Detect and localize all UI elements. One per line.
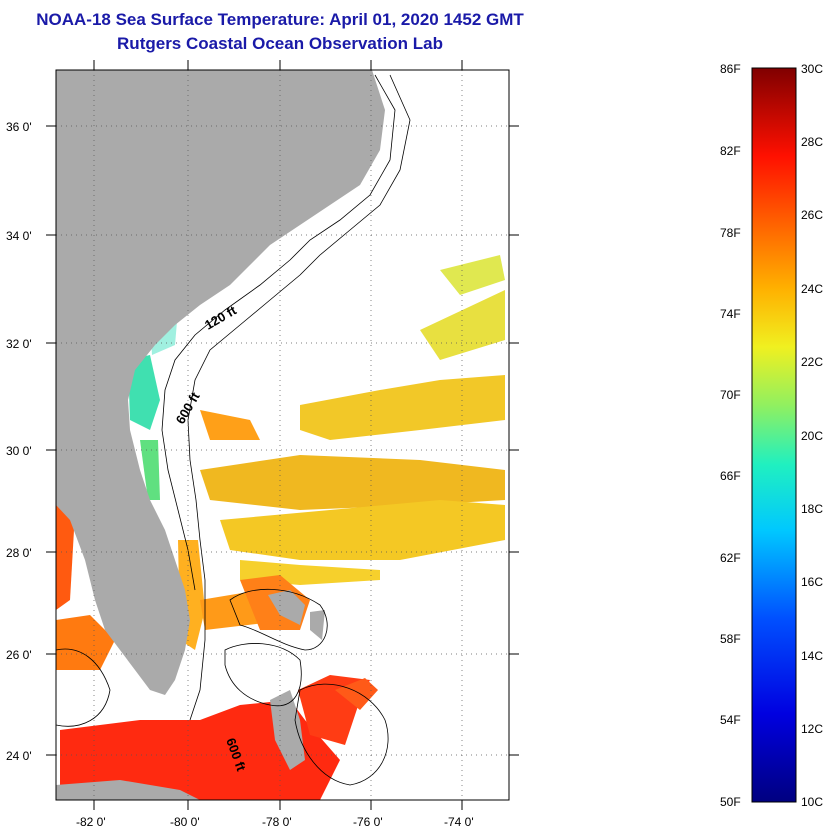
- colorbar-c-label: 28C: [801, 135, 823, 149]
- colorbar-c-label: 26C: [801, 208, 823, 222]
- axis-ticks: [46, 60, 519, 810]
- lat-label: 26 0': [6, 648, 32, 662]
- colorbar: [751, 67, 797, 803]
- colorbar-f-label: 70F: [720, 388, 741, 402]
- colorbar-c-label: 20C: [801, 429, 823, 443]
- colorbar-c-label: 18C: [801, 502, 823, 516]
- map-frame: [55, 69, 510, 801]
- lat-label: 24 0': [6, 749, 32, 763]
- lat-label: 28 0': [6, 546, 32, 560]
- lat-labels: 36 0' 34 0' 32 0' 30 0' 28 0' 26 0' 24 0…: [6, 120, 32, 763]
- colorbar-f-label: 62F: [720, 551, 741, 565]
- colorbar-f-label: 82F: [720, 144, 741, 158]
- lon-label: -82 0': [76, 815, 106, 829]
- colorbar-f-label: 86F: [720, 62, 741, 76]
- colorbar-f-label: 66F: [720, 469, 741, 483]
- lat-label: 34 0': [6, 229, 32, 243]
- map-title: NOAA-18 Sea Surface Temperature: April 0…: [36, 10, 524, 29]
- lon-label: -74 0': [444, 815, 474, 829]
- colorbar-f-label: 78F: [720, 226, 741, 240]
- colorbar-c-label: 24C: [801, 282, 823, 296]
- lat-label: 30 0': [6, 444, 32, 458]
- lon-label: -78 0': [262, 815, 292, 829]
- sst-patches: [56, 255, 505, 800]
- colorbar-c-label: 22C: [801, 355, 823, 369]
- lon-label: -80 0': [170, 815, 200, 829]
- colorbar-f-labels: 86F 82F 78F 74F 70F 66F 62F 58F 54F 50F: [720, 62, 741, 809]
- lat-label: 36 0': [6, 120, 32, 134]
- colorbar-f-label: 58F: [720, 632, 741, 646]
- colorbar-c-label: 10C: [801, 795, 823, 809]
- colorbar-f-label: 74F: [720, 307, 741, 321]
- colorbar-c-label: 14C: [801, 649, 823, 663]
- colorbar-c-label: 30C: [801, 62, 823, 76]
- colorbar-f-label: 50F: [720, 795, 741, 809]
- land-mass: [56, 70, 385, 800]
- colorbar-c-label: 16C: [801, 575, 823, 589]
- bathymetry-contours: [55, 74, 411, 786]
- colorbar-c-labels: 30C 28C 26C 24C 22C 20C 18C 16C 14C 12C …: [801, 62, 823, 809]
- lon-labels: -82 0' -80 0' -78 0' -76 0' -74 0': [76, 815, 474, 829]
- lon-label: -76 0': [353, 815, 383, 829]
- colorbar-c-label: 12C: [801, 722, 823, 736]
- lat-label: 32 0': [6, 337, 32, 351]
- map-subtitle: Rutgers Coastal Ocean Observation Lab: [117, 34, 443, 53]
- colorbar-f-label: 54F: [720, 713, 741, 727]
- lat-lon-grid: [56, 70, 509, 800]
